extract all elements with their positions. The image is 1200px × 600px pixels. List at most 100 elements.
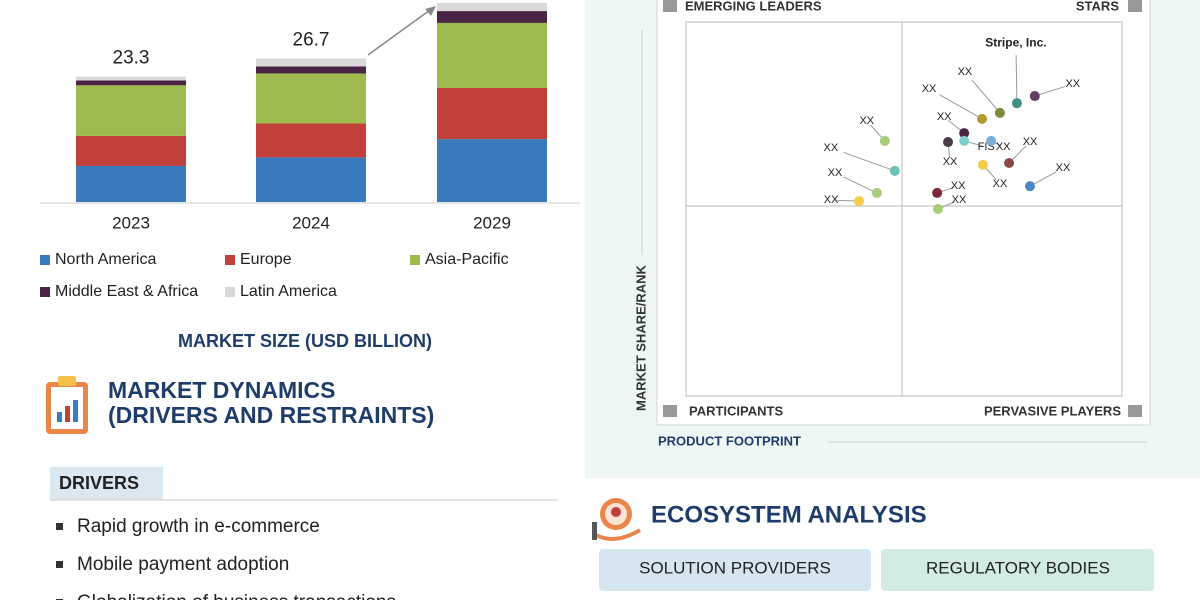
quadrant-label: PERVASIVE PLAYERS [984, 403, 1121, 418]
x-tick-label: 2024 [292, 213, 330, 232]
leader-line [939, 94, 983, 120]
driver-item: Globalization of business transactions [77, 592, 396, 600]
legend-swatch [40, 255, 50, 265]
quadrant-icon [1128, 405, 1142, 417]
point-label: XX [1023, 136, 1038, 148]
point-label: XX [943, 156, 958, 168]
bar-segment [256, 66, 366, 74]
bar-segment [256, 73, 366, 124]
drivers-tab [50, 467, 163, 500]
dynamics-subtitle: (DRIVERS AND RESTRAINTS) [108, 402, 434, 428]
legend-swatch [40, 287, 50, 297]
leader-line [971, 79, 1001, 114]
dynamics-title: MARKET DYNAMICS [108, 377, 335, 403]
bar-segment [76, 85, 186, 136]
quadrant-plot [685, 21, 1123, 397]
legend-label: Europe [240, 251, 292, 268]
point-label: XX [859, 115, 874, 127]
point-label: XX [824, 194, 839, 206]
bar-segment [437, 87, 547, 140]
bar-segment [76, 80, 186, 86]
x-axis-label: PRODUCT FOOTPRINT [658, 433, 801, 448]
total-label: 23.3 [113, 48, 150, 69]
legend-swatch [410, 255, 420, 265]
point [986, 135, 997, 146]
bullet [56, 561, 63, 568]
growth-arrow [367, 9, 431, 56]
bar-segment [256, 123, 366, 158]
point [959, 128, 970, 139]
point [889, 165, 900, 176]
point [1004, 157, 1015, 168]
legend-label: North America [55, 251, 156, 268]
legend-swatch [225, 255, 235, 265]
quadrant-label: STARS [1076, 0, 1119, 13]
point-label: XX [1065, 78, 1080, 90]
legend-label: Middle East & Africa [55, 283, 198, 300]
driver-item: Mobile payment adoption [77, 554, 289, 575]
arrow-head [425, 6, 436, 16]
point [994, 107, 1005, 118]
ecosystem-title: ECOSYSTEM ANALYSIS [651, 501, 927, 528]
leader-line [843, 176, 878, 194]
point [977, 159, 988, 170]
point-label: XX [1056, 162, 1071, 174]
drivers-tab-label: DRIVERS [59, 473, 139, 493]
leader-line [1034, 85, 1066, 97]
bullet [56, 523, 63, 530]
point [943, 137, 954, 148]
driver-item: Rapid growth in e-commerce [77, 516, 320, 537]
bar-segment [437, 22, 547, 88]
point-label: XX [828, 167, 843, 179]
point [959, 135, 970, 146]
point [1011, 98, 1022, 109]
point-label: XX [993, 178, 1008, 190]
point-label: XX [996, 141, 1011, 153]
legend-swatch [225, 287, 235, 297]
bar-segment [437, 139, 547, 202]
leader-line [1029, 171, 1057, 187]
ecosystem-tab [599, 549, 871, 591]
bar-segment [76, 135, 186, 166]
bar-segment [437, 11, 547, 23]
quadrant-icon [663, 0, 677, 12]
point-label: XX [937, 111, 952, 123]
ecosystem-tab [881, 549, 1154, 591]
bar-segment [256, 157, 366, 202]
ecosystem-icon [592, 498, 642, 541]
point-label: XX [824, 142, 839, 154]
bar-segment [76, 76, 186, 81]
point [854, 196, 865, 207]
y-axis-label: MARKET SHARE/RANK [633, 264, 648, 411]
quadrant-icon [1128, 0, 1142, 12]
point [933, 204, 944, 214]
legend-label: Asia-Pacific [425, 251, 509, 268]
total-label: 26.7 [293, 29, 330, 50]
bar-segment [256, 58, 366, 67]
quadrant-frame [656, 0, 1151, 426]
quadrant-label: PARTICIPANTS [689, 403, 783, 418]
point-label: Stripe, Inc. [985, 35, 1046, 49]
quadrant-label: EMERGING LEADERS [685, 0, 822, 13]
point-label: XX [952, 194, 967, 206]
point [932, 187, 943, 198]
point [1029, 91, 1040, 102]
point [977, 113, 988, 124]
x-tick-label: 2029 [473, 213, 511, 232]
point [871, 187, 882, 198]
legend-label: Latin America [240, 283, 337, 300]
bar-x-label: MARKET SIZE (USD BILLION) [178, 331, 432, 351]
leader-line [1015, 55, 1018, 104]
ecosystem-tab-label: REGULATORY BODIES [926, 558, 1110, 577]
quadrant-icon [663, 405, 677, 417]
ecosystem-tab-label: SOLUTION PROVIDERS [639, 558, 831, 577]
leader-line [843, 151, 896, 172]
point [879, 135, 890, 146]
bar-segment [437, 3, 547, 12]
clipboard-icon [46, 376, 88, 434]
bar-segment [76, 165, 186, 202]
point-label: XX [951, 180, 966, 192]
x-tick-label: 2023 [112, 213, 150, 232]
point-label: XX [922, 83, 937, 95]
